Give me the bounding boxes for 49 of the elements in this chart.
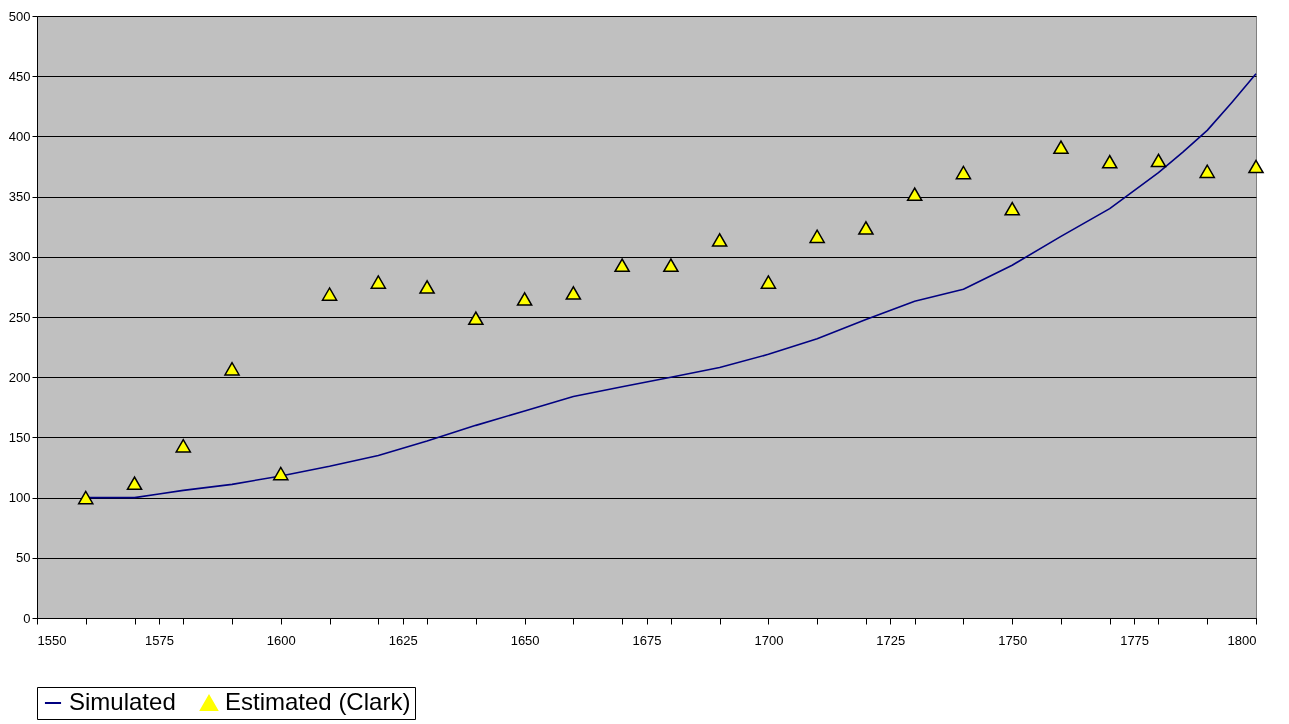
point xyxy=(1199,164,1216,179)
y-tick-label: 50 xyxy=(16,550,31,566)
point xyxy=(858,221,874,235)
point xyxy=(614,258,630,273)
point xyxy=(126,476,143,491)
x-tick-label: 1550 xyxy=(37,632,67,648)
x-tick-label: 1800 xyxy=(1227,632,1257,648)
point xyxy=(955,165,972,180)
x-tick-label: 1650 xyxy=(510,632,540,648)
point xyxy=(370,275,387,289)
legend-label: Estimated (Clark) xyxy=(225,688,411,715)
y-tick-label: 0 xyxy=(23,610,31,626)
point xyxy=(272,466,289,481)
point xyxy=(760,275,777,289)
point xyxy=(663,258,679,273)
point xyxy=(565,286,582,300)
point xyxy=(321,287,338,301)
x-tick-label: 1725 xyxy=(876,632,906,648)
x-tick-label: 1675 xyxy=(632,632,662,648)
y-tick-label: 100 xyxy=(8,490,31,506)
legend-label: Simulated xyxy=(69,688,176,715)
point xyxy=(224,361,240,376)
y-tick-label: 350 xyxy=(8,189,31,205)
point xyxy=(419,280,435,294)
x-tick-label: 1625 xyxy=(388,632,418,648)
y-tick-label: 300 xyxy=(8,249,31,265)
point xyxy=(1248,159,1264,174)
x-tick-label: 1775 xyxy=(1120,632,1150,648)
y-tick-label: 250 xyxy=(8,309,31,325)
x-tick-label: 1575 xyxy=(144,632,174,648)
point xyxy=(516,292,533,306)
x-tick-label: 1750 xyxy=(998,632,1028,648)
y-tick-label: 450 xyxy=(8,68,31,84)
x-tick-label: 1600 xyxy=(266,632,296,648)
point xyxy=(175,438,192,453)
point xyxy=(906,187,923,202)
point xyxy=(1053,140,1069,155)
y-tick-label: 150 xyxy=(8,429,31,445)
point xyxy=(1150,153,1167,168)
y-tick-label: 200 xyxy=(8,369,31,385)
point xyxy=(77,490,94,505)
point xyxy=(1101,154,1118,169)
x-tick-label: 1700 xyxy=(754,632,784,648)
y-tick-label: 500 xyxy=(8,8,31,24)
y-tick-label: 400 xyxy=(8,128,31,144)
point xyxy=(809,229,825,244)
point xyxy=(711,233,728,247)
point xyxy=(468,311,484,326)
point xyxy=(1004,201,1021,216)
